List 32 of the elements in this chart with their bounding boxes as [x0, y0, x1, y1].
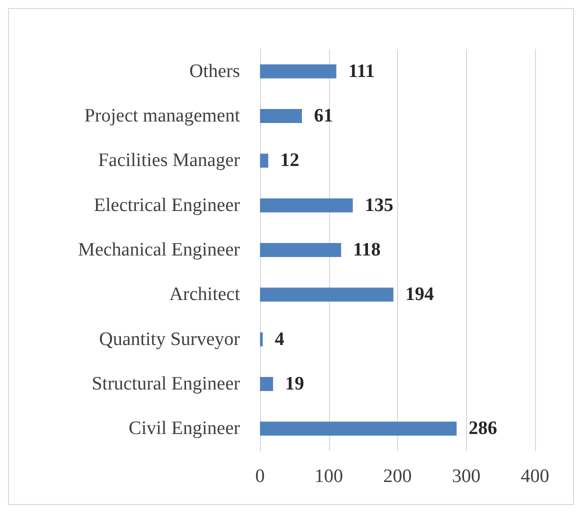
data-label: 118: [353, 240, 381, 260]
bar: [260, 64, 336, 78]
y-tick-label: Electrical Engineer: [94, 194, 241, 216]
y-tick-label: Civil Engineer: [128, 418, 241, 440]
data-label: 286: [468, 418, 498, 440]
data-label: 4: [274, 328, 285, 350]
bar: [260, 332, 263, 346]
data-label: 61: [314, 106, 333, 126]
data-label: 135: [364, 194, 394, 216]
y-tick-label: Project management: [84, 106, 241, 126]
data-label: 111: [348, 60, 375, 82]
x-tick-label: 400: [520, 466, 550, 487]
data-label: 12: [280, 150, 300, 172]
data-label: 19: [285, 374, 304, 394]
y-tick-label: Structural Engineer: [92, 374, 241, 394]
x-tick-label: 200: [383, 466, 412, 487]
y-tick-label: Others: [189, 60, 240, 82]
y-tick-label: Architect: [169, 284, 241, 306]
bar: [260, 288, 394, 302]
y-tick-label: Mechanical Engineer: [78, 240, 241, 260]
bar: [260, 243, 342, 257]
x-tick-label: 300: [452, 466, 480, 487]
y-tick-label: Facilities Manager: [98, 150, 241, 172]
bar: [260, 377, 274, 391]
bar: [260, 154, 268, 168]
x-tick-label: 100: [314, 466, 343, 487]
data-label: 194: [405, 284, 434, 306]
x-tick-label: 0: [255, 466, 265, 487]
y-tick-label: Quantity Surveyor: [99, 328, 241, 350]
bar: [260, 198, 353, 212]
bar: [260, 109, 302, 123]
bar: [260, 422, 457, 436]
